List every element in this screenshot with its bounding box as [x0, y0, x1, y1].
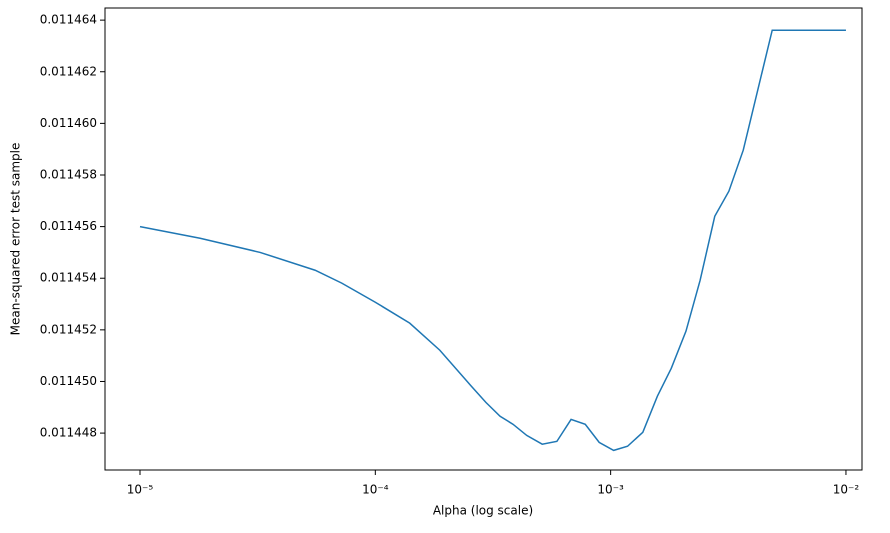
x-axis-label: Alpha (log scale) [433, 504, 533, 518]
plot-frame [104, 7, 863, 471]
x-tick-label: 10⁻⁴ [362, 483, 389, 497]
y-tick-label: 0.011454 [40, 271, 97, 285]
y-tick-label: 0.011456 [40, 219, 97, 233]
y-tick-label: 0.011450 [40, 374, 97, 388]
y-tick-label: 0.011452 [40, 322, 97, 336]
y-tick-label: 0.011460 [40, 116, 97, 130]
x-tick-label: 10⁻² [833, 483, 860, 497]
data-line [139, 29, 846, 452]
y-tick-label: 0.011464 [40, 13, 97, 27]
x-tick-label: 10⁻⁵ [127, 483, 154, 497]
x-tick-label: 10⁻³ [597, 483, 624, 497]
y-tick-label: 0.011462 [40, 64, 97, 78]
y-tick-label: 0.011458 [40, 167, 97, 181]
y-axis-label: Mean-squared error test sample [9, 143, 23, 336]
y-tick-label: 0.011448 [40, 426, 97, 440]
